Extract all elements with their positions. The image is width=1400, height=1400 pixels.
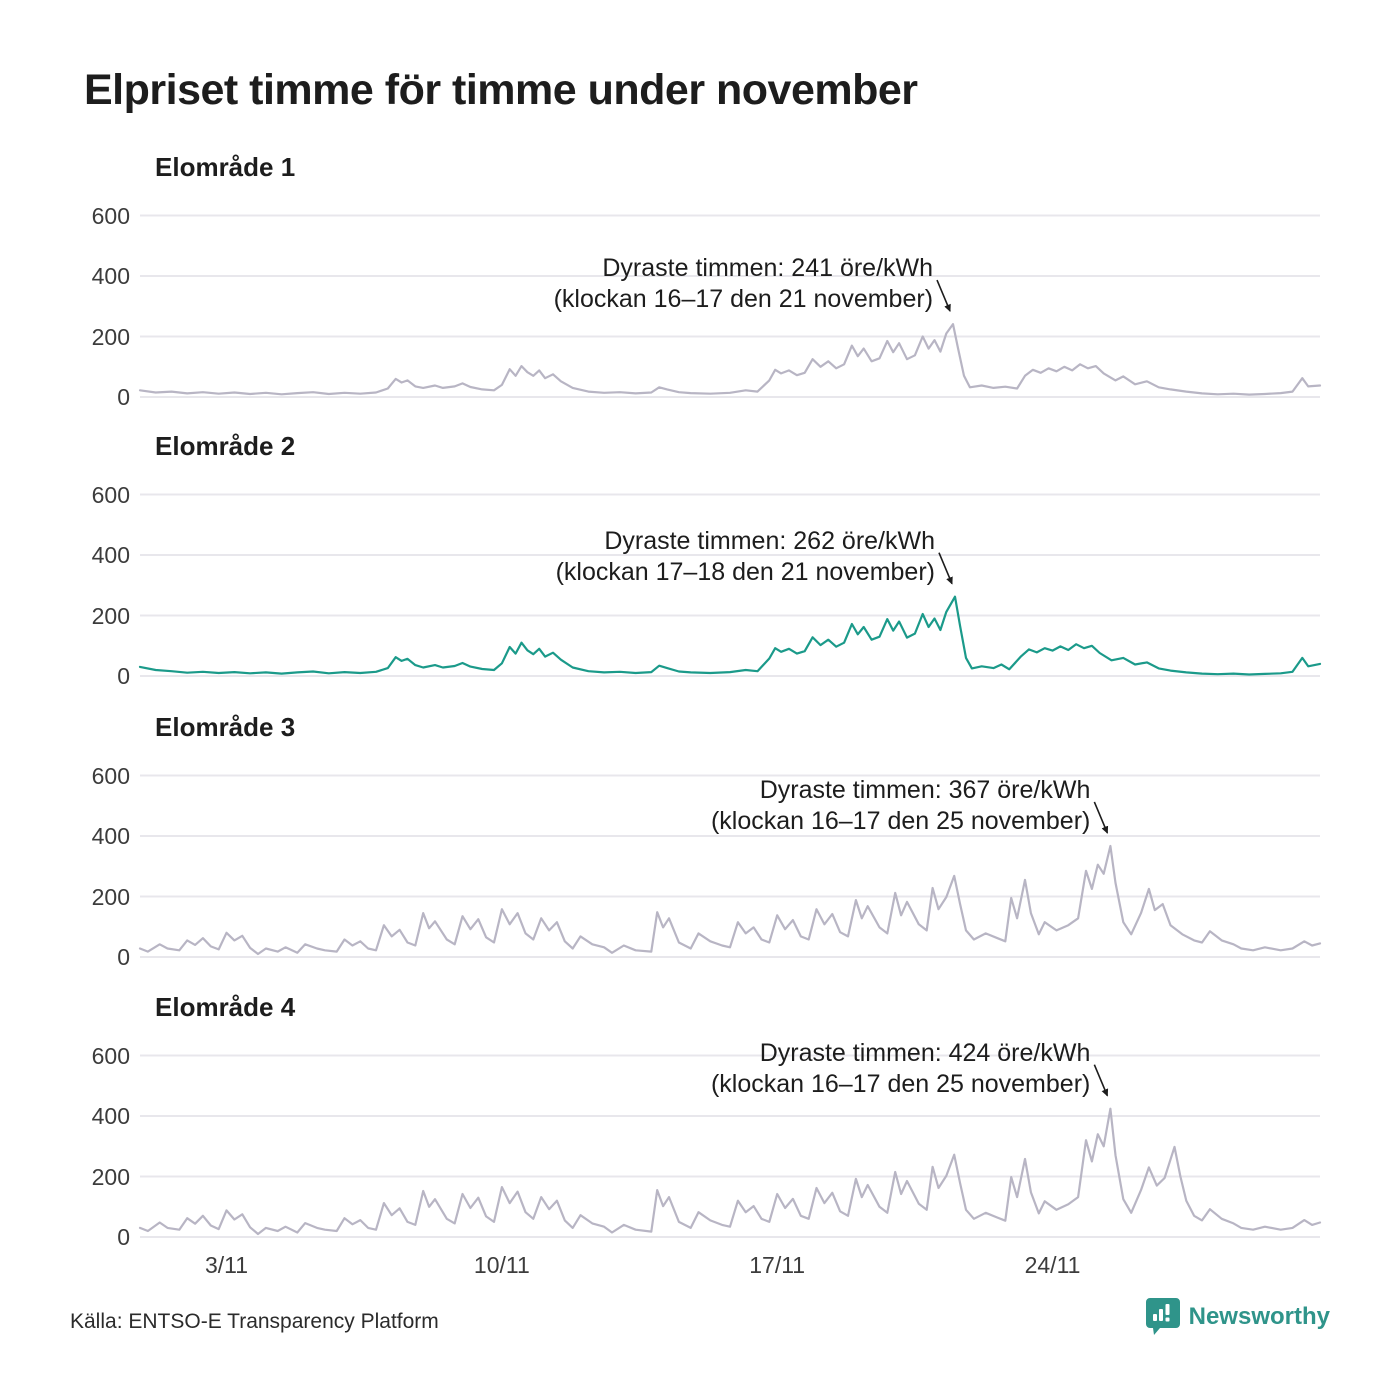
peak-annotation-time: (klockan 16–17 den 25 november)	[710, 1069, 1091, 1098]
y-axis-tick-label: 600	[91, 202, 130, 229]
chart-title: Elområde 3	[155, 711, 296, 742]
y-axis-tick-label: 200	[91, 323, 130, 350]
x-axis-tick-label: 24/11	[1024, 1252, 1081, 1278]
price-line	[138, 844, 1322, 956]
price-line	[138, 595, 1322, 676]
price-line	[138, 1107, 1322, 1236]
bar-chart-speech-bubble-icon	[1145, 1298, 1180, 1335]
peak-annotation-time: (klockan 16–17 den 25 november)	[710, 806, 1091, 835]
newsworthy-logo: Newsworthy	[1145, 1298, 1330, 1336]
y-axis-tick-label: 400	[91, 263, 130, 289]
peak-arrow	[936, 279, 951, 313]
y-axis-tick-label: 400	[91, 1103, 130, 1129]
y-axis-tick-label: 200	[91, 1163, 130, 1190]
peak-arrow	[1093, 801, 1109, 834]
peak-annotation-time: (klockan 17–18 den 21 november)	[555, 557, 935, 586]
peak-annotation-value: Dyraste timmen: 241 öre/kWh	[602, 254, 934, 283]
peak-annotation: Dyraste timmen: 262 öre/kWh (klockan 17–1…	[556, 526, 935, 588]
peak-annotation-value: Dyraste timmen: 367 öre/kWh	[759, 775, 1091, 804]
x-axis-tick-label: 10/11	[473, 1252, 530, 1278]
y-axis-tick-label: 0	[117, 384, 130, 410]
peak-annotation-time: (klockan 16–17 den 21 november)	[553, 285, 934, 314]
x-axis-tick-label: 3/11	[205, 1252, 249, 1278]
peak-annotation: Dyraste timmen: 367 öre/kWh (klockan 16–1…	[711, 775, 1090, 837]
peak-annotation: Dyraste timmen: 424 öre/kWh (klockan 16–1…	[711, 1038, 1090, 1100]
source-note: Källa: ENTSO-E Transparency Platform	[70, 1310, 439, 1333]
y-axis-tick-label: 600	[91, 1042, 130, 1069]
chart-title: Elområde 1	[155, 151, 296, 182]
chart-title: Elområde 2	[155, 430, 296, 461]
peak-arrow	[938, 552, 953, 585]
newsworthy-wordmark: Newsworthy	[1188, 1303, 1330, 1330]
y-axis-tick-label: 600	[91, 762, 130, 789]
y-axis-tick-label: 400	[91, 542, 130, 568]
x-axis-tick-label: 17/11	[749, 1252, 806, 1278]
peak-annotation-value: Dyraste timmen: 262 öre/kWh	[604, 526, 935, 555]
y-axis-tick-label: 200	[91, 883, 130, 910]
page-title: Elpriset timme för timme under november	[84, 66, 918, 114]
peak-annotation: Dyraste timmen: 241 öre/kWh (klockan 16–1…	[554, 253, 933, 315]
y-axis-tick-label: 200	[91, 602, 130, 629]
chart-title: Elområde 4	[155, 991, 296, 1022]
y-axis-tick-label: 0	[117, 944, 130, 970]
price-line	[138, 323, 1322, 396]
peak-arrow	[1093, 1064, 1109, 1097]
y-axis-tick-label: 0	[117, 1224, 130, 1250]
y-axis-tick-label: 0	[117, 663, 130, 689]
peak-annotation-value: Dyraste timmen: 424 öre/kWh	[759, 1038, 1091, 1067]
y-axis-tick-label: 600	[91, 481, 130, 508]
y-axis-tick-label: 400	[91, 823, 130, 849]
